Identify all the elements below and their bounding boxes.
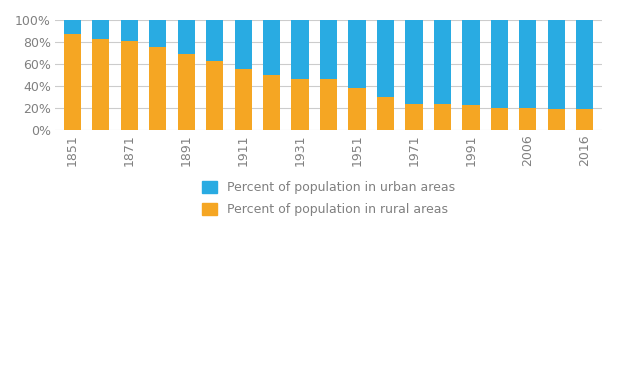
Bar xyxy=(92,39,109,130)
Bar xyxy=(64,20,81,34)
Bar xyxy=(548,109,565,130)
Bar xyxy=(234,20,252,69)
Bar xyxy=(291,79,308,130)
Bar xyxy=(263,20,280,75)
Bar xyxy=(64,34,81,130)
Bar xyxy=(434,103,451,130)
Bar xyxy=(405,20,423,103)
Bar xyxy=(178,54,194,130)
Bar xyxy=(491,108,508,130)
Bar xyxy=(349,88,365,130)
Bar xyxy=(320,79,337,130)
Bar xyxy=(520,108,536,130)
Bar xyxy=(92,20,109,39)
Bar xyxy=(178,20,194,54)
Bar xyxy=(149,47,166,130)
Bar xyxy=(377,20,394,97)
Bar xyxy=(320,20,337,79)
Bar xyxy=(120,41,138,130)
Bar xyxy=(520,20,536,108)
Legend: Percent of population in urban areas, Percent of population in rural areas: Percent of population in urban areas, Pe… xyxy=(197,176,460,221)
Bar xyxy=(206,61,223,130)
Bar xyxy=(576,20,594,109)
Bar xyxy=(120,20,138,41)
Bar xyxy=(462,105,479,130)
Bar xyxy=(234,69,252,130)
Bar xyxy=(291,20,308,79)
Bar xyxy=(576,109,594,130)
Bar xyxy=(548,20,565,109)
Bar xyxy=(149,20,166,47)
Bar xyxy=(405,103,423,130)
Bar xyxy=(377,97,394,130)
Bar xyxy=(349,20,365,88)
Bar xyxy=(491,20,508,108)
Bar xyxy=(434,20,451,103)
Bar xyxy=(263,75,280,130)
Bar xyxy=(206,20,223,61)
Bar xyxy=(462,20,479,105)
